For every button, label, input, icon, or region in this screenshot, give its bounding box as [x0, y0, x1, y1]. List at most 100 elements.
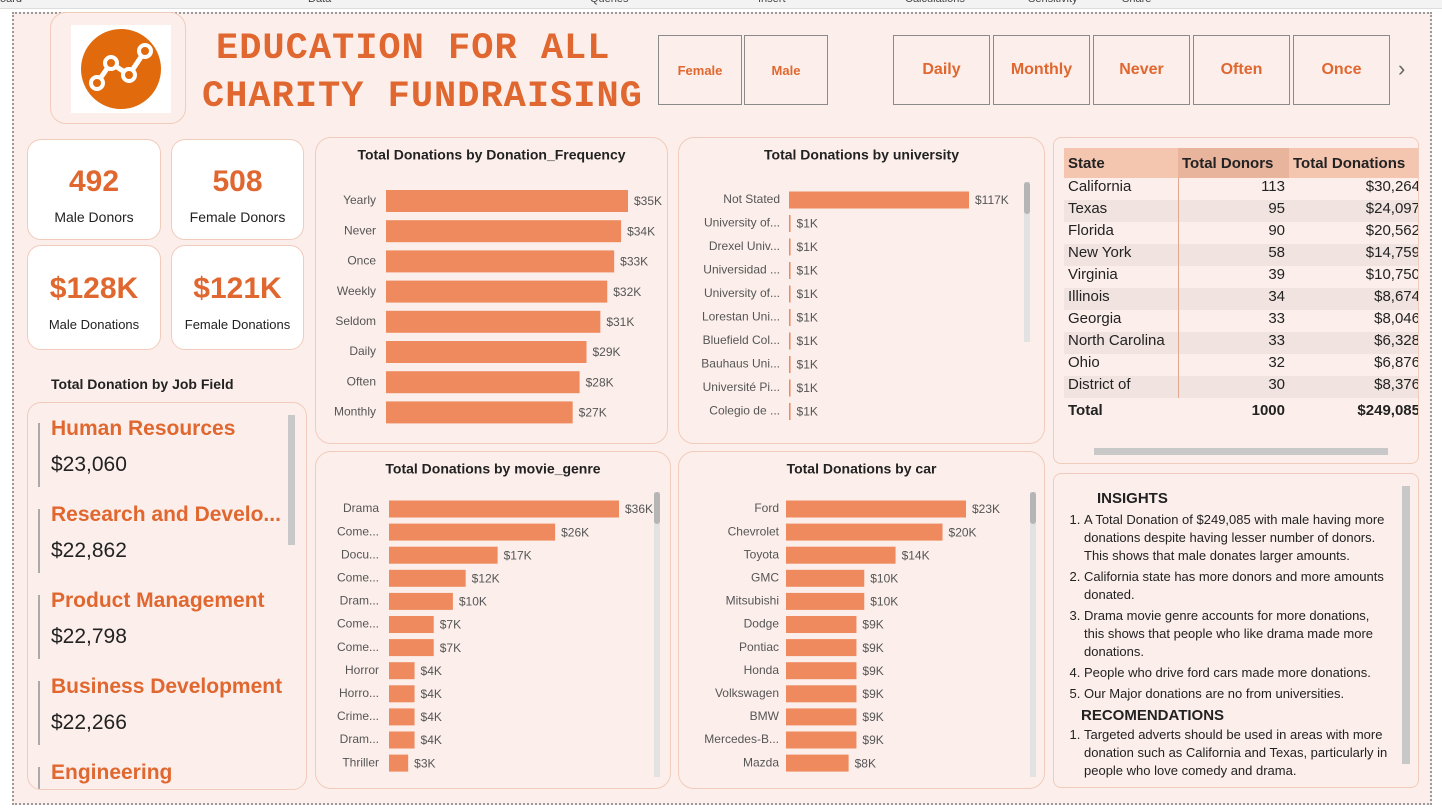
- category-label: Not Stated: [723, 192, 780, 206]
- scrollbar[interactable]: [1402, 486, 1410, 764]
- column-header[interactable]: Total Donations: [1289, 148, 1418, 178]
- value-label: $4K: [421, 710, 442, 724]
- scroll-thumb[interactable]: [654, 492, 660, 524]
- ribbon: oard Data Queries Insert Calculations Sensiti…: [0, 0, 1442, 9]
- category-label: Toyota: [744, 547, 780, 561]
- bar: [386, 280, 608, 303]
- job-name: Business Development: [51, 675, 283, 698]
- value-label: $36K: [625, 502, 653, 516]
- category-label: Dram...: [340, 594, 379, 608]
- column-header[interactable]: Total Donors: [1178, 148, 1289, 178]
- table-cell: Illinois: [1064, 288, 1179, 310]
- value-label: $31K: [606, 315, 634, 329]
- logo-card: [50, 12, 186, 124]
- category-label: Mazda: [743, 755, 779, 769]
- value-label: $9K: [862, 664, 883, 678]
- value-label: $8K: [855, 756, 876, 770]
- slicer-button[interactable]: Monthly: [993, 35, 1090, 105]
- next-arrow[interactable]: ›: [1398, 56, 1406, 81]
- total-cell: 1000: [1251, 402, 1285, 419]
- slicer-button[interactable]: Often: [1193, 35, 1290, 105]
- bar: [789, 262, 791, 279]
- slicer-button[interactable]: Never: [1093, 35, 1190, 105]
- ribbon-tab[interactable]: Share: [1122, 0, 1151, 5]
- scrollbar[interactable]: [654, 492, 660, 777]
- category-label: Seldom: [335, 314, 376, 328]
- table-row: New York 58 $14,759: [1064, 244, 1419, 266]
- ribbon-tab[interactable]: Insert: [758, 0, 786, 5]
- chart-title: Total Donations by movie_genre: [385, 461, 600, 477]
- table-cell: Virginia: [1064, 266, 1179, 288]
- bar: [789, 215, 791, 232]
- value-label: $1K: [797, 287, 818, 301]
- divider: [38, 681, 40, 745]
- chart: Total Donations by university Not Stated $…: [701, 147, 1030, 420]
- bar: [389, 639, 434, 657]
- ribbon-tab[interactable]: Calculations: [905, 0, 965, 5]
- value-label: $7K: [440, 618, 461, 632]
- slicer-button[interactable]: Female: [658, 35, 742, 105]
- recommendations-title: RECOMENDATIONS: [1081, 707, 1225, 724]
- slicer-button[interactable]: Once: [1293, 35, 1390, 105]
- category-label: Colegio de ...: [709, 404, 780, 418]
- table-cell: 33: [1268, 310, 1285, 327]
- kpi-value: 492: [68, 165, 120, 199]
- slicer-button[interactable]: Daily: [893, 35, 990, 105]
- value-label: $1K: [797, 240, 818, 254]
- table-cell: $8,674: [1374, 288, 1419, 305]
- total-row: Total 1000 $249,085: [1064, 398, 1418, 424]
- table-cell: 90: [1268, 222, 1285, 239]
- value-label: $12K: [472, 571, 500, 585]
- insights-title: INSIGHTS: [1097, 490, 1168, 507]
- category-label: Drexel Univ...: [709, 239, 780, 253]
- value-label: $10K: [459, 595, 487, 609]
- column-header[interactable]: State: [1064, 148, 1178, 178]
- bar: [389, 592, 453, 610]
- category-label: GMC: [751, 570, 779, 584]
- table-row: North Carolina 33 $6,328: [1064, 332, 1418, 354]
- category-label: Universidad ...: [703, 263, 780, 277]
- ribbon-tab[interactable]: Queries: [590, 0, 629, 5]
- divider: [38, 767, 40, 789]
- scrollbar[interactable]: [1094, 448, 1388, 455]
- bar: [786, 708, 857, 726]
- scrollbar[interactable]: [1030, 492, 1036, 777]
- value-label: $10K: [870, 571, 898, 585]
- ribbon-tab[interactable]: oard: [0, 0, 22, 5]
- table-cell: $6,876: [1374, 354, 1419, 371]
- value-label: $28K: [586, 375, 614, 389]
- category-label: Dram...: [340, 732, 379, 746]
- scrollbar[interactable]: [288, 415, 295, 545]
- job-name: Research and Develo...: [51, 503, 281, 526]
- bar: [786, 569, 865, 587]
- bar: [389, 708, 415, 726]
- category-label: Mitsubishi: [726, 594, 779, 608]
- table-cell: California: [1064, 178, 1179, 200]
- insights-list: A Total Donation of $249,085 with male h…: [1064, 511, 1392, 706]
- ribbon-tab[interactable]: Data: [308, 0, 331, 5]
- value-label: $9K: [862, 687, 883, 701]
- ribbon-tab[interactable]: Sensitivity: [1028, 0, 1078, 5]
- slicer-button[interactable]: Male: [744, 35, 828, 105]
- table-row: Georgia 33 $8,046: [1064, 310, 1419, 332]
- state-table: State Total Donors Total Donations Californ…: [1053, 137, 1419, 464]
- bar: [386, 220, 622, 243]
- scrollbar[interactable]: [1024, 182, 1030, 342]
- bar: [789, 309, 791, 326]
- value-label: $1K: [797, 358, 818, 372]
- scrollbar[interactable]: [1401, 178, 1408, 228]
- scroll-thumb[interactable]: [1024, 182, 1030, 214]
- table-cell: Texas: [1064, 200, 1179, 222]
- table-cell: $14,759: [1365, 244, 1419, 261]
- bar: [786, 754, 849, 772]
- scroll-thumb[interactable]: [1030, 492, 1036, 524]
- category-label: Come...: [337, 640, 379, 654]
- category-label: Daily: [349, 344, 376, 358]
- table-cell: 58: [1268, 244, 1285, 261]
- bar: [786, 523, 943, 541]
- category-label: Once: [347, 254, 376, 268]
- table-row: Texas 95 $24,097: [1064, 200, 1418, 222]
- table-cell: $8,046: [1374, 310, 1419, 327]
- table: State Total Donors Total Donations Californ…: [1064, 148, 1419, 424]
- bar: [389, 569, 466, 587]
